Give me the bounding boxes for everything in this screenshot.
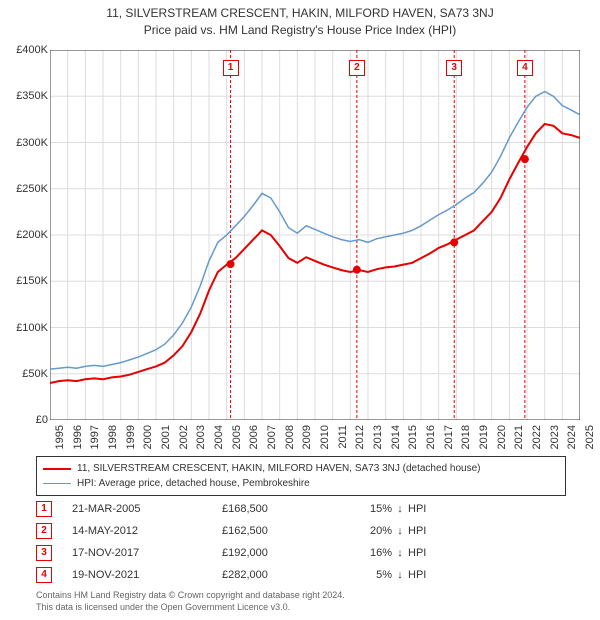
xtick-label: 2014 bbox=[390, 425, 402, 449]
ytick-label: £200K bbox=[0, 229, 48, 241]
ytick-label: £150K bbox=[0, 275, 48, 287]
xtick-label: 2018 bbox=[460, 425, 472, 449]
xtick-label: 1998 bbox=[107, 425, 119, 449]
down-arrow-icon: ↓ bbox=[392, 547, 408, 559]
xtick-label: 2025 bbox=[584, 425, 596, 449]
ytick-label: £0 bbox=[0, 414, 48, 426]
transaction-date: 19-NOV-2021 bbox=[72, 569, 222, 581]
transaction-hpi-label: HPI bbox=[408, 503, 426, 515]
title-line1: 11, SILVERSTREAM CRESCENT, HAKIN, MILFOR… bbox=[10, 6, 590, 20]
footer: Contains HM Land Registry data © Crown c… bbox=[36, 590, 566, 613]
xtick-label: 2008 bbox=[284, 425, 296, 449]
ytick-label: £50K bbox=[0, 368, 48, 380]
transaction-price: £162,500 bbox=[222, 525, 342, 537]
xtick-label: 2013 bbox=[372, 425, 384, 449]
xtick-label: 2004 bbox=[213, 425, 225, 449]
ytick-label: £400K bbox=[0, 44, 48, 56]
chart-marker-2: 2 bbox=[349, 60, 365, 76]
xtick-label: 2012 bbox=[354, 425, 366, 449]
xtick-label: 2019 bbox=[478, 425, 490, 449]
footer-line2: This data is licensed under the Open Gov… bbox=[36, 602, 566, 614]
xtick-label: 2002 bbox=[178, 425, 190, 449]
chart-marker-4: 4 bbox=[517, 60, 533, 76]
xtick-label: 2006 bbox=[248, 425, 260, 449]
transaction-row: 3 17-NOV-2017£192,00016%↓HPI bbox=[36, 542, 566, 564]
transaction-row: 1 21-MAR-2005£168,50015%↓HPI bbox=[36, 498, 566, 520]
transactions-table: 121-MAR-2005£168,50015%↓HPI214-MAY-2012£… bbox=[36, 498, 566, 586]
ytick-label: £350K bbox=[0, 90, 48, 102]
chart-area bbox=[50, 50, 580, 420]
transaction-pct: 20% bbox=[342, 525, 392, 537]
page-container: 11, SILVERSTREAM CRESCENT, HAKIN, MILFOR… bbox=[0, 0, 600, 620]
legend-swatch bbox=[43, 483, 71, 485]
xtick-label: 2007 bbox=[266, 425, 278, 449]
transaction-marker: 1 bbox=[36, 501, 52, 517]
chart-svg bbox=[50, 50, 580, 420]
xtick-label: 2009 bbox=[301, 425, 313, 449]
xtick-label: 2020 bbox=[496, 425, 508, 449]
transaction-date: 21-MAR-2005 bbox=[72, 503, 222, 515]
legend-row: HPI: Average price, detached house, Pemb… bbox=[43, 476, 559, 491]
transaction-hpi-label: HPI bbox=[408, 525, 426, 537]
transaction-row: 4 19-NOV-2021£282,0005%↓HPI bbox=[36, 564, 566, 586]
transaction-date: 17-NOV-2017 bbox=[72, 547, 222, 559]
xtick-label: 2011 bbox=[337, 425, 349, 449]
xtick-label: 2015 bbox=[407, 425, 419, 449]
transaction-row: 2 14-MAY-2012£162,50020%↓HPI bbox=[36, 520, 566, 542]
legend-label: HPI: Average price, detached house, Pemb… bbox=[77, 478, 310, 489]
chart-marker-3: 3 bbox=[446, 60, 462, 76]
legend-swatch bbox=[43, 468, 71, 470]
xtick-label: 2010 bbox=[319, 425, 331, 449]
transaction-pct: 5% bbox=[342, 569, 392, 581]
xtick-label: 2024 bbox=[566, 425, 578, 449]
xtick-label: 2003 bbox=[195, 425, 207, 449]
chart-marker-1: 1 bbox=[223, 60, 239, 76]
ytick-label: £250K bbox=[0, 183, 48, 195]
transaction-pct: 15% bbox=[342, 503, 392, 515]
footer-line1: Contains HM Land Registry data © Crown c… bbox=[36, 590, 566, 602]
down-arrow-icon: ↓ bbox=[392, 503, 408, 515]
xtick-label: 2023 bbox=[549, 425, 561, 449]
xtick-label: 2021 bbox=[513, 425, 525, 449]
ytick-label: £100K bbox=[0, 322, 48, 334]
down-arrow-icon: ↓ bbox=[392, 525, 408, 537]
xtick-label: 2022 bbox=[531, 425, 543, 449]
ytick-label: £300K bbox=[0, 137, 48, 149]
legend-box: 11, SILVERSTREAM CRESCENT, HAKIN, MILFOR… bbox=[36, 456, 566, 496]
transaction-price: £282,000 bbox=[222, 569, 342, 581]
legend-row: 11, SILVERSTREAM CRESCENT, HAKIN, MILFOR… bbox=[43, 461, 559, 476]
xtick-label: 2005 bbox=[231, 425, 243, 449]
title-area: 11, SILVERSTREAM CRESCENT, HAKIN, MILFOR… bbox=[0, 0, 600, 39]
title-line2: Price paid vs. HM Land Registry's House … bbox=[10, 23, 590, 37]
transaction-price: £192,000 bbox=[222, 547, 342, 559]
legend-label: 11, SILVERSTREAM CRESCENT, HAKIN, MILFOR… bbox=[77, 463, 480, 474]
transaction-marker: 4 bbox=[36, 567, 52, 583]
xtick-label: 1999 bbox=[125, 425, 137, 449]
down-arrow-icon: ↓ bbox=[392, 569, 408, 581]
xtick-label: 2001 bbox=[160, 425, 172, 449]
xtick-label: 2017 bbox=[443, 425, 455, 449]
transaction-marker: 3 bbox=[36, 545, 52, 561]
xtick-label: 2016 bbox=[425, 425, 437, 449]
transaction-pct: 16% bbox=[342, 547, 392, 559]
transaction-hpi-label: HPI bbox=[408, 547, 426, 559]
transaction-date: 14-MAY-2012 bbox=[72, 525, 222, 537]
xtick-label: 1997 bbox=[89, 425, 101, 449]
xtick-label: 2000 bbox=[142, 425, 154, 449]
xtick-label: 1995 bbox=[54, 425, 66, 449]
transaction-marker: 2 bbox=[36, 523, 52, 539]
transaction-hpi-label: HPI bbox=[408, 569, 426, 581]
transaction-price: £168,500 bbox=[222, 503, 342, 515]
xtick-label: 1996 bbox=[72, 425, 84, 449]
